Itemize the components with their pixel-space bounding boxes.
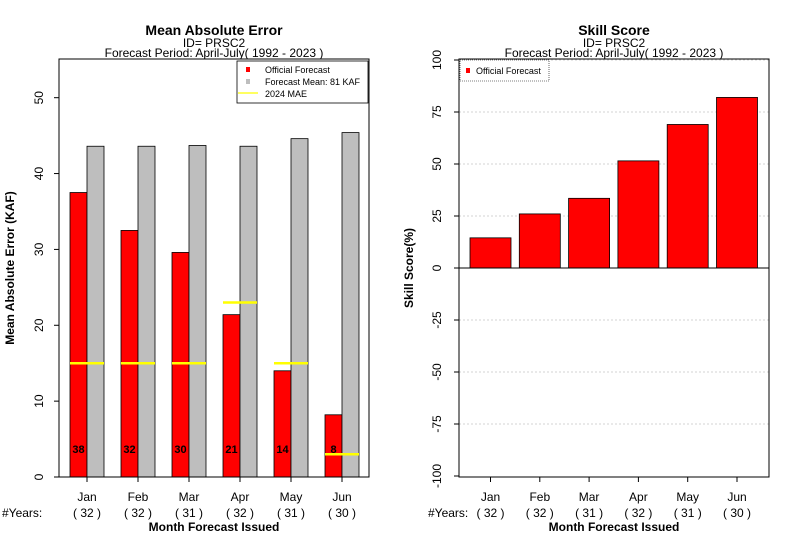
mae-y-tick-label: 30 <box>32 242 46 256</box>
mae-years-count: ( 32 ) <box>226 506 254 520</box>
skill-y-tick-label: -100 <box>430 464 444 488</box>
mae-bar-forecast-mean <box>239 145 258 478</box>
skill-subtitle-period: Forecast Period: April-July( 1992 - 2023… <box>505 46 724 60</box>
mae-years-label: #Years: <box>2 506 42 520</box>
mae-bar-label: 21 <box>225 444 237 456</box>
mae-years-count: ( 31 ) <box>277 506 305 520</box>
skill-years-label: #Years: <box>428 506 468 520</box>
mae-x-axis: Jan ( 32 ) Feb ( 32 ) Mar ( 31 ) Apr ( 32 ) May (… <box>73 477 356 520</box>
mae-legend-mae-label: 2024 MAE <box>265 89 307 99</box>
mae-years-count: ( 30 ) <box>328 506 356 520</box>
skill-x-tick-label: Jan <box>481 490 500 504</box>
mae-years-count: ( 31 ) <box>175 506 203 520</box>
skill-years-count: ( 31 ) <box>575 506 603 520</box>
skill-legend-official-label: Official Forecast <box>476 66 541 76</box>
skill-y-tick-label: -75 <box>430 415 444 433</box>
mae-plot-frame <box>58 58 370 478</box>
mae-bar-forecast-mean <box>290 138 309 478</box>
mae-bars: 38 32 30 21 14 8 <box>69 132 360 478</box>
skill-years-count: ( 32 ) <box>526 506 554 520</box>
skill-bar <box>666 124 709 269</box>
skill-y-tick-label: 75 <box>430 105 444 119</box>
mae-y-axis: 0 10 20 30 40 50 <box>32 91 59 480</box>
skill-bar <box>469 237 512 269</box>
skill-y-tick-label: 0 <box>430 264 444 271</box>
mae-bar-label: 32 <box>123 444 135 456</box>
skill-y-tick-label: -25 <box>430 311 444 329</box>
mae-y-tick-label: 40 <box>32 167 46 181</box>
skill-y-tick-label: 50 <box>430 157 444 171</box>
mae-title: Mean Absolute Error <box>145 22 283 38</box>
skill-x-tick-label: Mar <box>579 490 600 504</box>
skill-bars <box>469 97 758 269</box>
skill-bar <box>568 197 610 269</box>
mae-x-tick-label: Feb <box>128 490 149 504</box>
skill-legend-box <box>459 59 550 82</box>
mae-legend-official-swatch <box>246 67 250 72</box>
skill-bar <box>518 213 561 269</box>
mae-legend: Official Forecast Forecast Mean: 81 KAF … <box>236 60 369 104</box>
skill-bar <box>617 160 660 269</box>
skill-y-tick-label: 100 <box>430 50 444 70</box>
mae-x-tick-label: Jun <box>332 490 351 504</box>
skill-y-axis: -100 -75 -50 -25 0 25 50 75 100 <box>430 50 459 488</box>
skill-subtitle-id: ID= PRSC2 <box>583 36 646 50</box>
mae-bar-label: 14 <box>276 444 289 456</box>
mae-x-tick-label: Mar <box>179 490 200 504</box>
skill-x-tick-label: Apr <box>629 490 648 504</box>
skill-panel: Skill Score ID= PRSC2 Forecast Period: A… <box>402 22 770 534</box>
skill-y-tick-label: 25 <box>430 209 444 223</box>
skill-x-axis-label: Month Forecast Issued <box>549 520 680 534</box>
mae-y-tick-label: 50 <box>32 91 46 105</box>
skill-legend-official-swatch <box>466 68 470 73</box>
skill-title: Skill Score <box>578 22 650 38</box>
mae-legend-mean-swatch <box>246 79 250 84</box>
mae-bar-forecast-mean <box>137 145 156 478</box>
skill-x-axis: Jan ( 32 ) Feb ( 32 ) Mar ( 31 ) Apr ( 32 ) May (… <box>476 477 751 520</box>
mae-bar-forecast-mean <box>86 145 105 478</box>
mae-bar-label: 8 <box>330 444 336 456</box>
mae-x-tick-label: May <box>280 490 303 504</box>
skill-x-tick-label: Feb <box>529 490 550 504</box>
mae-legend-official-label: Official Forecast <box>265 65 330 75</box>
skill-years-count: ( 32 ) <box>476 506 504 520</box>
mae-bar-official <box>69 192 88 478</box>
skill-years-count: ( 30 ) <box>723 506 751 520</box>
skill-x-tick-label: Jun <box>727 490 746 504</box>
mae-y-tick-label: 10 <box>32 394 46 408</box>
mae-bar-label: 38 <box>72 444 84 456</box>
mae-bar-label: 30 <box>174 444 186 456</box>
mae-y-tick-label: 20 <box>32 318 46 332</box>
mae-bar-official <box>273 370 292 478</box>
mae-years-count: ( 32 ) <box>124 506 152 520</box>
mae-legend-mean-label: Forecast Mean: 81 KAF <box>265 77 361 87</box>
skill-plot-frame <box>458 58 770 478</box>
mae-y-tick-label: 0 <box>32 473 46 480</box>
skill-years-count: ( 32 ) <box>624 506 652 520</box>
mae-years-count: ( 32 ) <box>73 506 101 520</box>
mae-x-tick-label: Jan <box>77 490 96 504</box>
skill-years-count: ( 31 ) <box>674 506 702 520</box>
skill-y-tick-label: -50 <box>430 363 444 381</box>
mae-legend-box <box>236 60 369 104</box>
mae-subtitle-period: Forecast Period: April-July( 1992 - 2023… <box>105 46 324 60</box>
skill-legend: Official Forecast <box>459 59 550 82</box>
skill-x-tick-label: May <box>676 490 699 504</box>
mae-bar-forecast-mean <box>188 145 207 478</box>
mae-bar-official <box>120 230 139 478</box>
mae-x-tick-label: Apr <box>231 490 250 504</box>
skill-bar <box>716 97 758 269</box>
mae-panel: Mean Absolute Error ID= PRSC2 Forecast P… <box>2 22 370 534</box>
mae-subtitle-id: ID= PRSC2 <box>183 36 246 50</box>
mae-x-axis-label: Month Forecast Issued <box>149 520 280 534</box>
mae-bar-forecast-mean <box>341 132 360 478</box>
mae-y-axis-label: Mean Absolute Error (KAF) <box>3 191 17 345</box>
skill-y-axis-label: Skill Score(%) <box>402 228 416 308</box>
